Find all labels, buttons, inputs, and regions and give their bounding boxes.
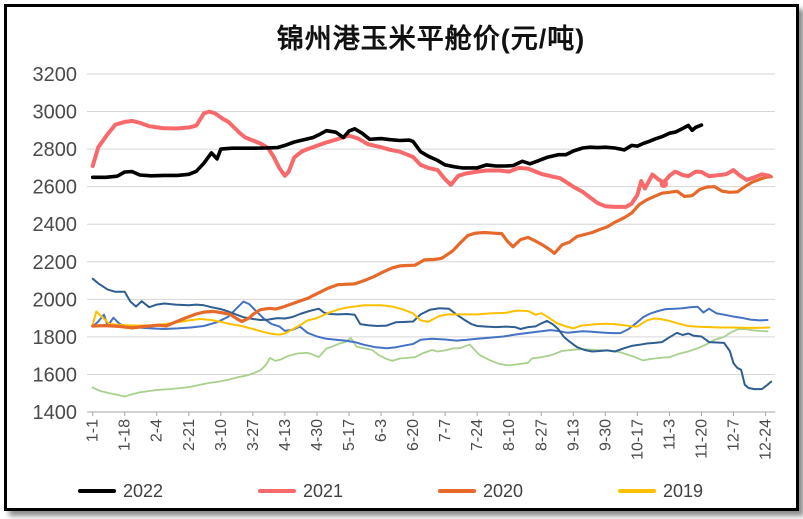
series-line-a9d18e [91, 328, 769, 398]
series-point-marker [659, 179, 668, 189]
y-tick-label: 2400 [33, 214, 78, 236]
series-line-2019 [91, 304, 771, 336]
y-tick-label: 2600 [33, 177, 78, 199]
x-tick-label: 12-7 [726, 419, 743, 451]
y-tick-label: 3000 [33, 102, 78, 124]
x-tick-label: 1-18 [117, 419, 134, 451]
x-tick-label: 11-3 [661, 419, 678, 450]
x-tick-label: 2-4 [149, 419, 166, 442]
y-tick-label: 3200 [33, 64, 78, 86]
y-tick-label: 2000 [33, 289, 78, 311]
x-tick-label: 9-13 [565, 419, 582, 451]
series-line-2022 [90, 123, 704, 180]
x-tick-label: 5-17 [341, 419, 358, 451]
series-line-2021 [90, 109, 772, 209]
x-tick-label: 12-24 [758, 419, 775, 460]
x-tick-label: 9-30 [597, 419, 614, 451]
plot-area: 3200 3000 2800 2600 2400 2200 2000 1800 1600 1400… [33, 64, 775, 460]
x-tick-label: 6-3 [373, 419, 390, 442]
series-line-4472c4 [91, 300, 769, 350]
y-tick-label: 2800 [33, 139, 78, 161]
chart-window: 锦州港玉米平舱价(元/吨) 3200 3000 2800 2600 2400 2200 20… [4, 4, 799, 511]
series-line-2020 [91, 175, 773, 330]
x-tick-label: 1-1 [85, 419, 102, 442]
chart-title: 锦州港玉米平舱价(元/吨) [276, 24, 586, 54]
x-tick-label: 4-30 [309, 419, 326, 451]
x-tick-label: 3-10 [213, 419, 230, 451]
x-tick-label: 10-17 [629, 419, 646, 460]
x-tick-label: 4-13 [277, 419, 294, 451]
x-tick-label: 3-27 [245, 419, 262, 451]
x-tick-label: 2-21 [181, 419, 198, 451]
y-tick-label: 1400 [33, 402, 78, 424]
y-tick-label: 2200 [33, 252, 78, 274]
x-tick-label: 7-24 [469, 419, 486, 451]
x-tick-label: 6-20 [405, 419, 422, 451]
x-tick-label: 7-7 [437, 419, 454, 442]
series-line-2e5e91 [91, 277, 773, 391]
x-tick-label: 8-10 [501, 419, 518, 451]
x-tick-label: 11-20 [693, 419, 710, 459]
y-tick-label: 1600 [33, 364, 78, 386]
x-tick-label: 8-27 [533, 419, 550, 451]
y-tick-label: 1800 [33, 327, 78, 349]
